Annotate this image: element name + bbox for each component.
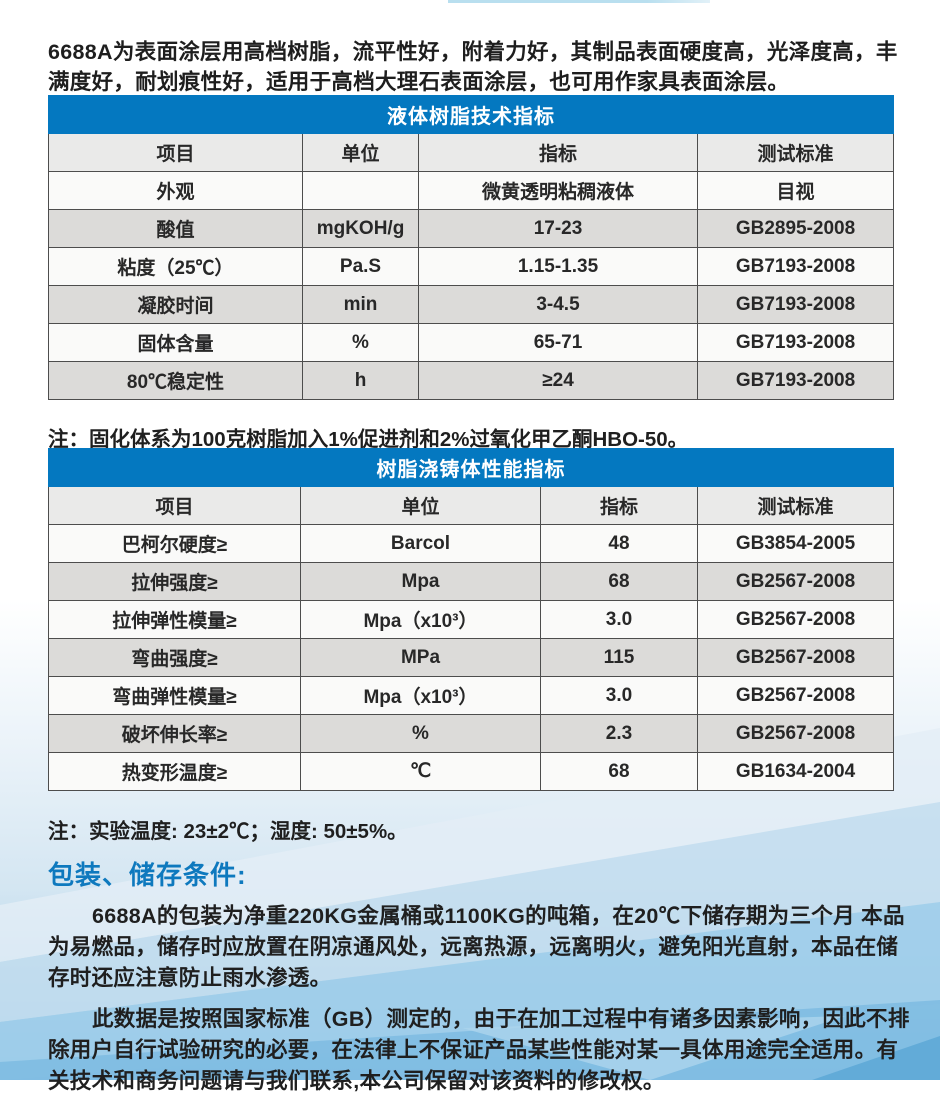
- table-cell: 酸值: [48, 209, 303, 248]
- table-cell: 指标: [540, 486, 698, 525]
- table-cell: 凝胶时间: [48, 285, 303, 324]
- table-row: 酸值 mgKOH/g 17-23 GB2895-2008: [48, 209, 894, 248]
- table-row: 80℃稳定性 h ≥24 GB7193-2008: [48, 361, 894, 400]
- table-cell: 115: [540, 638, 698, 677]
- table-cell: h: [302, 361, 419, 400]
- table-row: 巴柯尔硬度≥ Barcol 48 GB3854-2005: [48, 524, 894, 563]
- table-row: 外观 微黄透明粘稠液体 目视: [48, 171, 894, 210]
- table-cell: GB7193-2008: [697, 285, 894, 324]
- table-cell: 68: [540, 562, 698, 601]
- table-cell: 17-23: [418, 209, 698, 248]
- table-cell: 1.15-1.35: [418, 247, 698, 286]
- table-cell: 单位: [302, 133, 419, 172]
- table-cell: 指标: [418, 133, 698, 172]
- table-cell: GB7193-2008: [697, 247, 894, 286]
- table-title: 树脂浇铸体性能指标: [48, 448, 894, 487]
- table-cell: 微黄透明粘稠液体: [418, 171, 698, 210]
- table-cell: 目视: [697, 171, 894, 210]
- table-row: 固体含量% 65-71 GB7193-2008: [48, 323, 894, 362]
- table-cell: 测试标准: [697, 133, 894, 172]
- liquid-resin-spec-table: 液体树脂技术指标 项目 单位 指标 测试标准 外观 微黄透明粘稠液体 目视 酸值 mgKOH/g…: [48, 95, 894, 400]
- table-cell: 外观: [48, 171, 303, 210]
- table-cell: %: [302, 323, 419, 362]
- table-cell: Pa.S: [302, 247, 419, 286]
- table-cell: Barcol: [300, 524, 541, 563]
- table-row: 拉伸弹性模量≥ Mpa（x10³） 3.0 GB2567-2008: [48, 600, 894, 639]
- table-cell: MPa: [300, 638, 541, 677]
- table-cell: GB3854-2005: [697, 524, 894, 563]
- table-cell: %: [300, 714, 541, 753]
- table-row: 凝胶时间 min 3-4.5 GB7193-2008: [48, 285, 894, 324]
- table-title: 液体树脂技术指标: [48, 95, 894, 134]
- table-cell: mgKOH/g: [302, 209, 419, 248]
- table-cell: Mpa（x10³）: [300, 676, 541, 715]
- table-cell: 弯曲弹性模量≥: [48, 676, 301, 715]
- table-cell: ℃: [300, 752, 541, 791]
- table-row: 弯曲强度≥ MPa 115 GB2567-2008: [48, 638, 894, 677]
- table-cell: min: [302, 285, 419, 324]
- table-cell: GB2567-2008: [697, 714, 894, 753]
- table-row: 粘度（25℃） Pa.S 1.15-1.35 GB7193-2008: [48, 247, 894, 286]
- table-cell: 巴柯尔硬度≥: [48, 524, 301, 563]
- table-cell: Mpa（x10³）: [300, 600, 541, 639]
- table-row: 热变形温度≥ ℃ 68 GB1634-2004: [48, 752, 894, 791]
- table-cell: 48: [540, 524, 698, 563]
- storage-section-heading: 包装、储存条件:: [48, 859, 247, 890]
- table-cell: 项目: [48, 486, 301, 525]
- table-cell: 65-71: [418, 323, 698, 362]
- table-cell: Mpa: [300, 562, 541, 601]
- table-cell: 弯曲强度≥: [48, 638, 301, 677]
- table-title-row: 树脂浇铸体性能指标: [48, 448, 894, 487]
- table-cell: 项目: [48, 133, 303, 172]
- table-header-row: 项目 单位 指标 测试标准: [48, 486, 894, 525]
- table-title-row: 液体树脂技术指标: [48, 95, 894, 134]
- table-cell: 测试标准: [697, 486, 894, 525]
- table-cell: 拉伸强度≥: [48, 562, 301, 601]
- table-cell: 热变形温度≥: [48, 752, 301, 791]
- table-cell: GB2567-2008: [697, 676, 894, 715]
- table-cell: ≥24: [418, 361, 698, 400]
- table-cell: GB2567-2008: [697, 638, 894, 677]
- table-cell: 3-4.5: [418, 285, 698, 324]
- table-cell: 拉伸弹性模量≥: [48, 600, 301, 639]
- table-cell: GB7193-2008: [697, 323, 894, 362]
- table-cell: GB1634-2004: [697, 752, 894, 791]
- casting-performance-table: 树脂浇铸体性能指标 项目 单位 指标 测试标准 巴柯尔硬度≥ Barcol 48 GB3854…: [48, 448, 894, 791]
- table-cell: 单位: [300, 486, 541, 525]
- table-cell: GB2567-2008: [697, 562, 894, 601]
- table-cell: GB7193-2008: [697, 361, 894, 400]
- table-cell: 80℃稳定性: [48, 361, 303, 400]
- table-cell: GB2895-2008: [697, 209, 894, 248]
- table-cell: 破坏伸长率≥: [48, 714, 301, 753]
- table-cell: 粘度（25℃）: [48, 247, 303, 286]
- table-row: 弯曲弹性模量≥ Mpa（x10³） 3.0 GB2567-2008: [48, 676, 894, 715]
- table-cell: 2.3: [540, 714, 698, 753]
- table-header-row: 项目 单位 指标 测试标准: [48, 133, 894, 172]
- table-cell: 3.0: [540, 600, 698, 639]
- top-edge-banner: [448, 0, 710, 3]
- table-cell: 固体含量: [48, 323, 303, 362]
- disclaimer-paragraph: 此数据是按照国家标准（GB）测定的，由于在加工过程中有诸多因素影响，因此不排除用…: [48, 1006, 910, 1093]
- product-intro-paragraph: 6688A为表面涂层用高档树脂，流平性好，附着力好，其制品表面硬度高，光泽度高，…: [48, 39, 898, 94]
- table-cell: [302, 171, 419, 210]
- table2-note: 注：实验温度: 23±2℃；湿度: 50±5%。: [48, 819, 408, 843]
- table1-note: 注：固化体系为100克树脂加入1%促进剂和2%过氧化甲乙酮HBO-50。: [48, 427, 689, 451]
- table-cell: 68: [540, 752, 698, 791]
- packaging-storage-paragraph: 6688A的包装为净重220KG金属桶或1100KG的吨箱，在20℃下储存期为三…: [48, 903, 905, 990]
- table-cell: GB2567-2008: [697, 600, 894, 639]
- table-row: 破坏伸长率≥% 2.3 GB2567-2008: [48, 714, 894, 753]
- table-cell: 3.0: [540, 676, 698, 715]
- table-row: 拉伸强度≥ Mpa 68 GB2567-2008: [48, 562, 894, 601]
